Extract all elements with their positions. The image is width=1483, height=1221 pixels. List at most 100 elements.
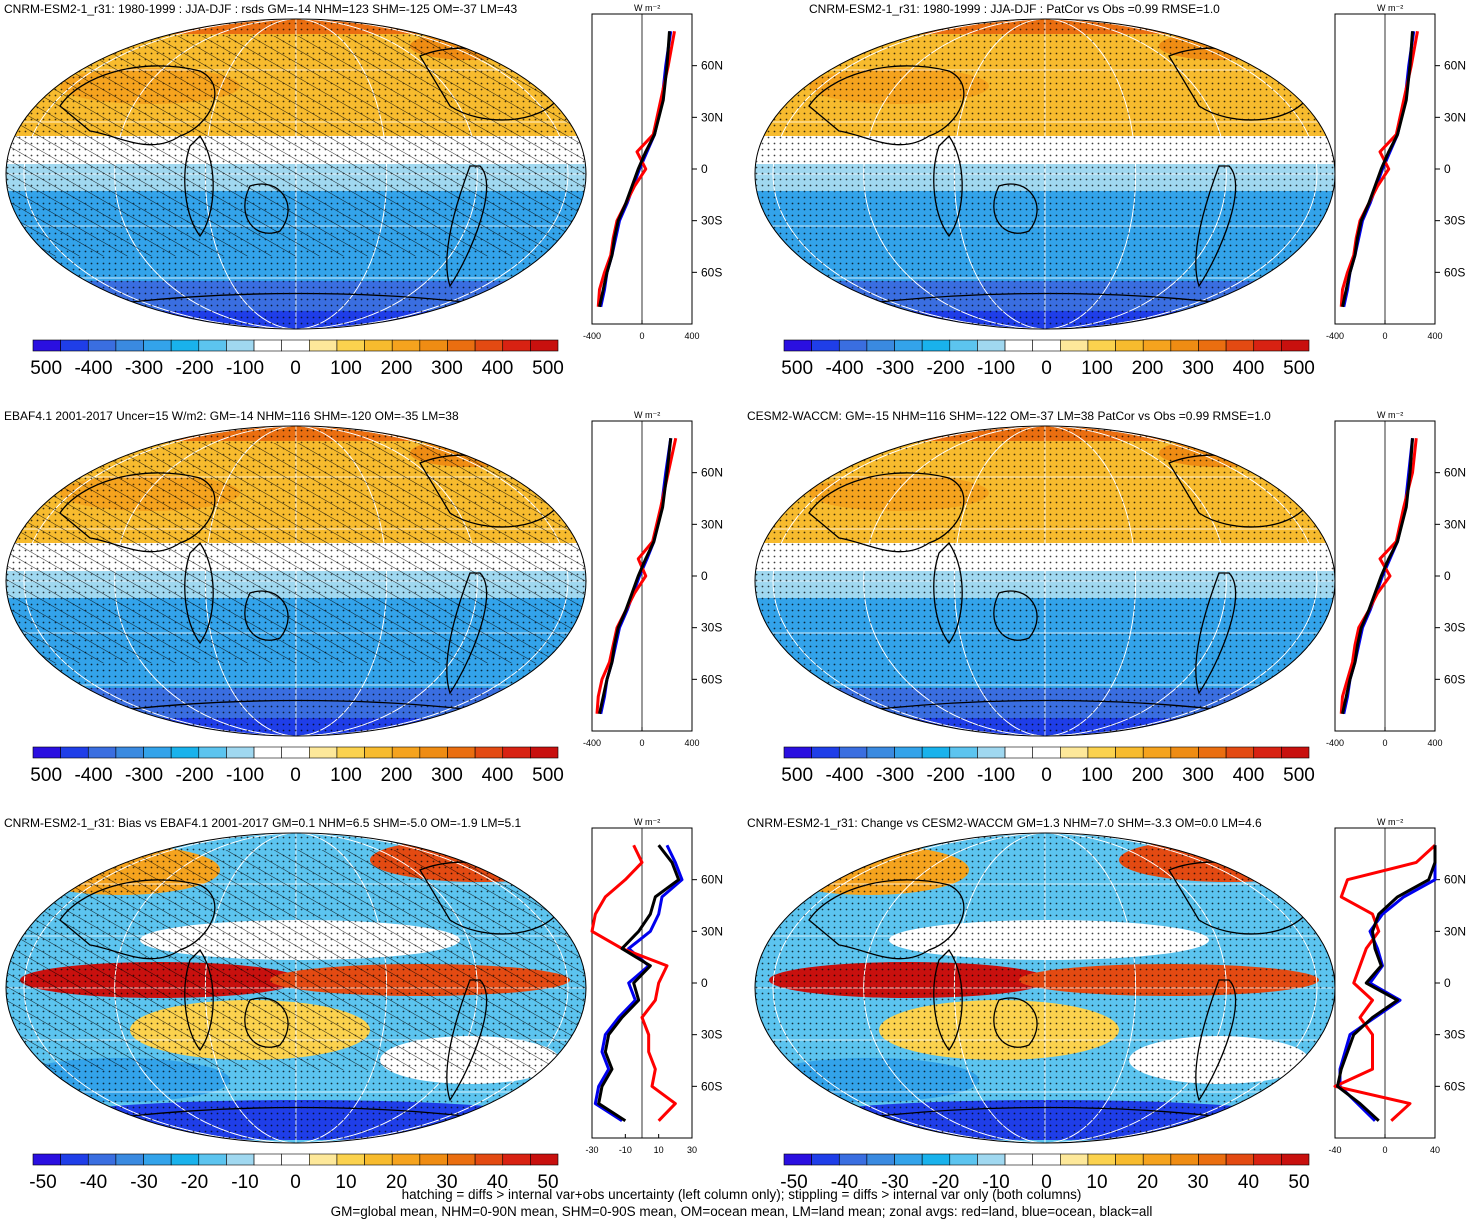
zonal-x-tick-label: 400 (684, 331, 699, 341)
colorbar-tick-label: -200 (926, 765, 964, 786)
colorbar-swatch (336, 746, 365, 759)
colorbar-tick-label: 300 (1182, 765, 1214, 786)
colorbar-swatch (838, 746, 868, 759)
colorbar-tick-label: 0 (290, 1172, 301, 1193)
coastline (59, 472, 216, 553)
zonal-line-all (598, 31, 671, 308)
colorbar-swatch (949, 339, 978, 352)
colorbar-swatch (32, 1153, 61, 1166)
colorbar-swatch (391, 746, 421, 759)
colorbar-tick-label: 20 (386, 1172, 407, 1193)
zonal-line-ocean (593, 844, 684, 1123)
colorbar-swatch (474, 1153, 504, 1166)
colorbar-swatch (309, 746, 338, 759)
panel-middle-right: CESM2-WACCM: GM=-15 NHM=116 SHM=-122 OM=… (743, 407, 1483, 807)
colorbar-swatch (1060, 746, 1089, 759)
coastline (59, 65, 216, 146)
colorbar-swatch (921, 1153, 951, 1166)
coastline (446, 572, 488, 695)
latitude-label: 30N (1444, 924, 1466, 938)
global-map (5, 832, 587, 1144)
zonal-x-tick-label: 400 (1427, 738, 1442, 748)
colorbar-tick-label: -30 (881, 1172, 908, 1193)
colorbar-tick-label: -100 (226, 358, 264, 379)
coastline (184, 541, 214, 645)
colorbar-tick-label: 200 (1132, 358, 1164, 379)
latitude-label: 60N (701, 466, 723, 480)
colorbar-swatch (253, 746, 282, 759)
colorbar-swatch (364, 339, 393, 352)
colorbar: -500 -400 -300 -200 -100 0 100 200 300 400 500 (781, 339, 1315, 379)
colorbar-tick-label: -100 (977, 358, 1015, 379)
colorbar-swatch (364, 1153, 393, 1166)
latitude-label: 30S (701, 1028, 722, 1042)
hatching-overlay (6, 850, 586, 1070)
global-map (5, 18, 587, 330)
colorbar-swatch (281, 746, 310, 759)
zonal-x-tick-label: 400 (1427, 331, 1442, 341)
latitude-label: 30N (1444, 110, 1466, 124)
colorbar-tick-label: 30 (436, 1172, 457, 1193)
colorbar-tick-label: 500 (532, 358, 564, 379)
zonal-x-tick-label: 0 (1382, 331, 1387, 341)
zonal-x-tick-label: -400 (1326, 331, 1344, 341)
zonal-line-ocean (1342, 438, 1414, 715)
colorbar-swatch (143, 746, 172, 759)
colorbar: -50 -40 -30 -20 -10 0 10 20 30 40 50 (781, 1153, 1310, 1193)
colorbar-tick-label: -500 (30, 358, 62, 379)
colorbar-swatch (1198, 1153, 1227, 1166)
latitude-label: 0 (1444, 162, 1451, 176)
colorbar-swatch (143, 339, 172, 352)
colorbar-swatch (921, 339, 951, 352)
colorbar-swatch (783, 339, 812, 352)
zonal-x-tick-label: 40 (1430, 1145, 1440, 1155)
latitude-label: 60N (701, 873, 723, 887)
colorbar-swatch (1087, 1153, 1116, 1166)
latitude-label: 0 (701, 569, 708, 583)
colorbar: -500 -400 -300 -200 -100 0 100 200 300 400 500 (781, 746, 1315, 786)
colorbar-tick-label: 0 (1041, 1172, 1052, 1193)
colorbar-tick-label: 200 (381, 358, 413, 379)
colorbar-swatch (1170, 339, 1199, 352)
panel-bottom-right: CNRM-ESM2-1_r31: Change vs CESM2-WACCM G… (743, 814, 1483, 1193)
coastline (933, 134, 963, 238)
colorbar-swatch (1087, 746, 1116, 759)
colorbar-swatch (309, 339, 338, 352)
colorbar: -500 -400 -300 -200 -100 0 100 200 300 400 500 (30, 339, 564, 379)
panel-title: EBAF4.1 2001-2017 Uncer=15 W/m2: GM=-14 … (4, 409, 459, 423)
colorbar-tick-label: -100 (977, 765, 1015, 786)
colorbar-swatch (783, 1153, 812, 1166)
colorbar-tick-label: 200 (1132, 765, 1164, 786)
zonal-x-tick-label: 10 (654, 1145, 664, 1155)
colorbar-swatch (1281, 1153, 1310, 1166)
latitude-label: 60S (701, 672, 722, 686)
colorbar-swatch (253, 1153, 282, 1166)
latitude-label: 30N (701, 110, 723, 124)
latitude-label: 30S (701, 621, 722, 635)
colorbar-tick-label: 100 (1081, 358, 1113, 379)
colorbar-swatch (1115, 1153, 1144, 1166)
colorbar-tick-label: -300 (876, 765, 914, 786)
colorbar-swatch (1225, 339, 1255, 352)
colorbar-swatch (1281, 339, 1310, 352)
colorbar-swatch (894, 339, 923, 352)
colorbar-tick-label: 400 (482, 765, 514, 786)
colorbar-swatch (1004, 339, 1033, 352)
zonal-x-tick-label: -40 (1328, 1145, 1341, 1155)
colorbar-tick-label: 400 (482, 358, 514, 379)
colorbar-swatch (502, 1153, 531, 1166)
colorbar-tick-label: 300 (431, 358, 463, 379)
zonal-line-ocean (1342, 31, 1416, 308)
colorbar-tick-label: 400 (1233, 765, 1265, 786)
latitude-label: 60N (701, 59, 723, 73)
zonal-line-land (1333, 844, 1437, 1122)
colorbar-swatch (419, 339, 448, 352)
colorbar-swatch (336, 1153, 365, 1166)
colorbar-swatch (894, 1153, 923, 1166)
colorbar-tick-label: -300 (125, 358, 163, 379)
panel-middle-left: EBAF4.1 2001-2017 Uncer=15 W/m2: GM=-14 … (0, 407, 740, 807)
coastline (184, 134, 214, 238)
colorbar-swatch (866, 746, 895, 759)
colorbar-swatch (1142, 339, 1172, 352)
zonal-line-all (1341, 438, 1414, 715)
